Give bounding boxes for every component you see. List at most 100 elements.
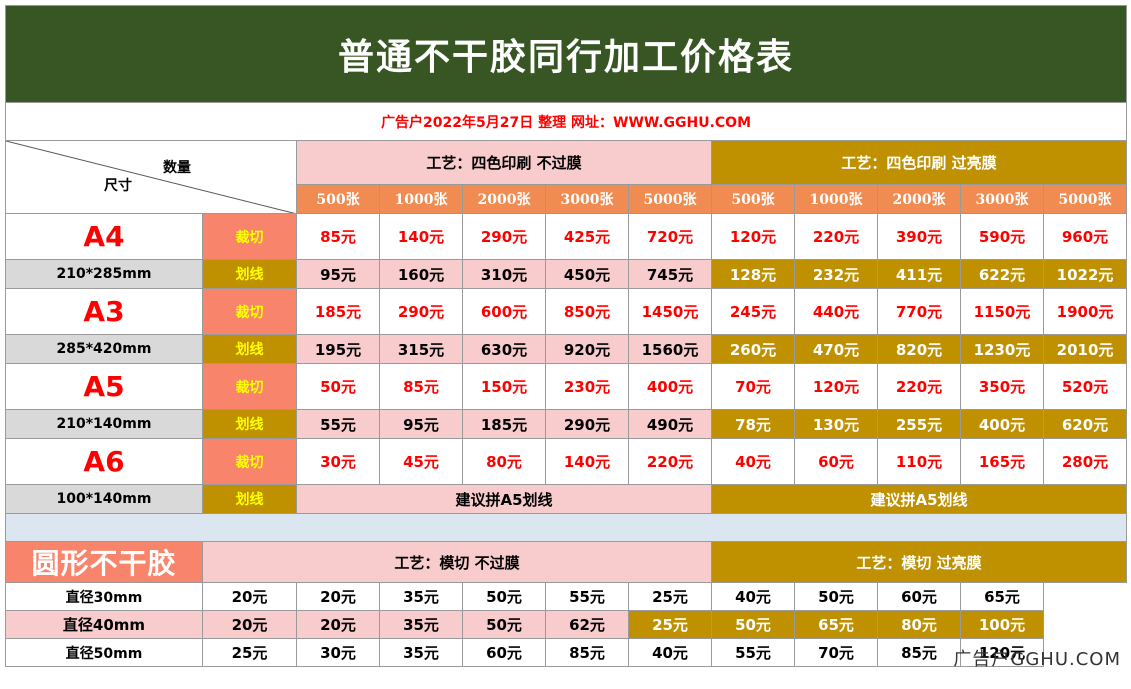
size-dimensions: 285*420mm [5,334,203,364]
method-line-label: 划线 [202,259,297,289]
price-cell: 1022元 [1042,259,1128,289]
price-cell: 50元 [296,363,380,410]
price-cell: 78元 [711,409,795,439]
price-cell: 620元 [1042,409,1128,439]
price-cell: 745元 [628,259,712,289]
price-cell: 600元 [462,288,546,335]
price-cell: 850元 [545,288,629,335]
price-cell: 470元 [794,334,878,364]
price-cell: 128元 [711,259,795,289]
price-cell: 80元 [877,610,961,639]
page-title: 普通不干胶同行加工价格表 [4,5,1128,103]
price-cell: 960元 [1042,213,1128,260]
qty-header: 5000张 [628,184,712,214]
size-cut-row: A4 裁切 85元 140元 290元 425元 720元 120元 220元 390元 590元 9… [5,213,1128,260]
size-cut-row: A3 裁切 185元 290元 600元 850元 1450元 245元 440元 770元 115… [5,288,1128,335]
price-cell: 622元 [960,259,1044,289]
price-cell: 55元 [296,409,380,439]
size-name: A5 [5,363,203,410]
qty-header: 3000张 [545,184,629,214]
price-cell: 95元 [379,409,463,439]
price-cell: 25元 [202,638,297,667]
price-cell: 820元 [877,334,961,364]
price-cell: 35元 [379,582,463,611]
price-cell: 350元 [960,363,1044,410]
price-cell: 255元 [877,409,961,439]
price-cell: 290元 [379,288,463,335]
price-cell: 425元 [545,213,629,260]
qty-header: 1000张 [794,184,878,214]
price-cell: 50元 [462,582,546,611]
price-cell: 280元 [1042,438,1128,485]
price-cell: 160元 [379,259,463,289]
price-cell: 55元 [545,582,629,611]
price-cell: 65元 [960,582,1044,611]
size-cut-row: A5 裁切 50元 85元 150元 230元 400元 70元 120元 220元 350元 520… [5,363,1128,410]
size-line-row: 100*140mm 划线 建议拼A5划线 建议拼A5划线 [5,484,1128,514]
size-line-row: 285*420mm 划线 195元 315元 630元 920元 1560元 260元 470元… [5,334,1128,364]
price-cell: 120元 [960,638,1044,667]
suggestion-note: 建议拼A5划线 [710,484,1128,514]
size-cut-row: A6 裁切 30元 45元 80元 140元 220元 40元 60元 110元 165元 280元 [5,438,1128,485]
header-corner: 数量 尺寸 [5,140,297,214]
qty-header: 1000张 [379,184,463,214]
price-cell: 25元 [628,610,712,639]
price-cell: 185元 [462,409,546,439]
price-cell: 120元 [794,363,878,410]
round-row: 直径40mm 20元 20元 35元 50元 62元 25元 50元 65元 80元 100元 [5,610,1127,639]
price-cell: 220元 [794,213,878,260]
price-cell: 40元 [628,638,712,667]
size-name: A6 [5,438,203,485]
round-row: 直径50mm 25元 30元 35元 60元 85元 40元 55元 70元 85元 120元 [5,638,1127,667]
price-cell: 50元 [794,582,878,611]
price-cell: 20元 [296,582,380,611]
size-name: A3 [5,288,203,335]
price-cell: 45元 [379,438,463,485]
method-cut-label: 裁切 [202,363,297,410]
diameter-label: 直径30mm [5,582,203,611]
process-gloss-header: 工艺：四色印刷 过亮膜 [710,140,1128,185]
price-cell: 140元 [545,438,629,485]
price-cell: 315元 [379,334,463,364]
price-cell: 55元 [711,638,795,667]
size-line-row: 210*140mm 划线 55元 95元 185元 290元 490元 78元 130元 255元… [5,409,1128,439]
price-cell: 40元 [711,582,795,611]
price-cell: 1900元 [1042,288,1128,335]
price-cell: 195元 [296,334,380,364]
price-cell: 920元 [545,334,629,364]
method-cut-label: 裁切 [202,288,297,335]
price-cell: 35元 [379,610,463,639]
price-cell: 400元 [960,409,1044,439]
price-cell: 1560元 [628,334,712,364]
price-cell: 70元 [711,363,795,410]
method-line-label: 划线 [202,484,297,514]
price-table: 普通不干胶同行加工价格表 广告户2022年5月27日 整理 网址：WWW.GGH… [4,5,1128,667]
price-cell: 50元 [462,610,546,639]
corner-diagonal [6,141,294,213]
price-cell: 80元 [462,438,546,485]
price-cell: 411元 [877,259,961,289]
price-cell: 65元 [794,610,878,639]
size-label: 尺寸 [104,178,132,194]
price-cell: 120元 [711,213,795,260]
price-cell: 310元 [462,259,546,289]
size-dimensions: 210*285mm [5,259,203,289]
price-cell: 490元 [628,409,712,439]
price-cell: 85元 [296,213,380,260]
price-cell: 230元 [545,363,629,410]
qty-header: 500张 [711,184,795,214]
price-cell: 260元 [711,334,795,364]
price-cell: 95元 [296,259,380,289]
round-sticker-label: 圆形不干胶 [5,541,203,583]
price-cell: 290元 [462,213,546,260]
price-cell: 85元 [545,638,629,667]
price-cell: 245元 [711,288,795,335]
price-cell: 85元 [379,363,463,410]
price-cell: 1230元 [960,334,1044,364]
price-cell: 20元 [202,582,297,611]
price-cell: 60元 [877,582,961,611]
price-cell: 390元 [877,213,961,260]
price-cell: 85元 [877,638,961,667]
price-cell: 1450元 [628,288,712,335]
price-cell: 290元 [545,409,629,439]
